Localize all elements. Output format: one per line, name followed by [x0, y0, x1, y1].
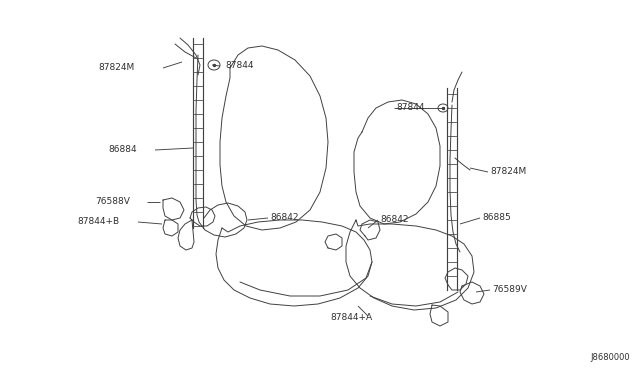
- Text: 87844: 87844: [225, 61, 253, 71]
- Text: 87824M: 87824M: [490, 167, 526, 176]
- Text: 76588V: 76588V: [95, 198, 130, 206]
- Text: 86842: 86842: [380, 215, 408, 224]
- Text: 87844: 87844: [396, 103, 424, 112]
- Text: 86885: 86885: [482, 214, 511, 222]
- Text: 87844+A: 87844+A: [330, 314, 372, 323]
- Ellipse shape: [208, 60, 220, 70]
- Text: 86884: 86884: [108, 145, 137, 154]
- Text: 86842: 86842: [270, 214, 298, 222]
- Text: 76589V: 76589V: [492, 285, 527, 295]
- Text: 87844+B: 87844+B: [78, 218, 120, 227]
- Text: 87824M: 87824M: [99, 64, 135, 73]
- Text: J8680000: J8680000: [590, 353, 630, 362]
- Ellipse shape: [438, 104, 448, 112]
